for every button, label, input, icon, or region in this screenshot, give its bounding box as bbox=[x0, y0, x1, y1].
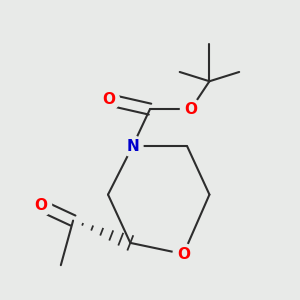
Circle shape bbox=[173, 244, 194, 264]
Circle shape bbox=[122, 136, 143, 157]
Text: O: O bbox=[177, 247, 190, 262]
Text: O: O bbox=[34, 198, 48, 213]
Text: N: N bbox=[126, 139, 139, 154]
Circle shape bbox=[31, 195, 52, 216]
Text: O: O bbox=[103, 92, 116, 107]
Circle shape bbox=[99, 89, 119, 110]
Circle shape bbox=[181, 99, 201, 119]
Text: O: O bbox=[184, 102, 197, 117]
